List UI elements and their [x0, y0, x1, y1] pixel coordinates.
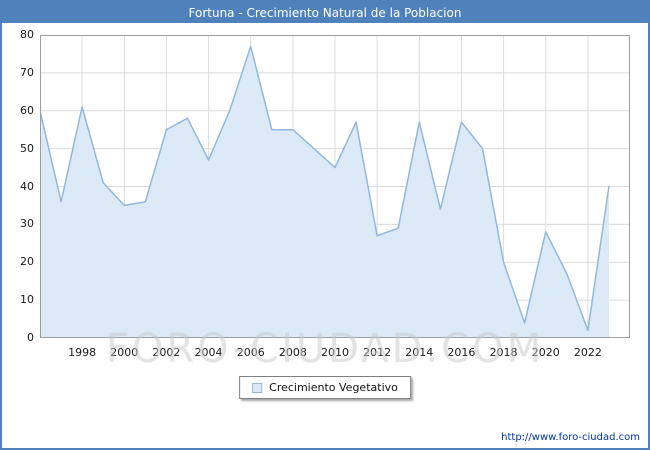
y-tick-label: 80 [20, 28, 34, 41]
chart-title: Fortuna - Crecimiento Natural de la Pobl… [188, 5, 462, 20]
y-tick-label: 70 [20, 65, 34, 79]
y-tick-label: 10 [20, 293, 34, 307]
x-tick-label: 1998 [68, 346, 97, 359]
plot-area [40, 35, 630, 338]
x-tick-label: 2006 [236, 346, 265, 359]
x-tick-label: 2000 [110, 346, 139, 359]
y-tick-label: 20 [20, 255, 34, 269]
x-tick-label: 2016 [447, 346, 476, 359]
x-tick-label: 2008 [278, 346, 307, 359]
chart-title-bar: Fortuna - Crecimiento Natural de la Pobl… [2, 2, 648, 23]
legend-label: Crecimiento Vegetativo [269, 381, 398, 394]
legend-box: Crecimiento Vegetativo [239, 376, 411, 399]
y-tick-label: 0 [27, 331, 34, 344]
x-tick-label: 2012 [363, 346, 392, 359]
x-tick-label: 2002 [152, 346, 181, 359]
footer-url-link[interactable]: http://www.foro-ciudad.com [501, 432, 640, 443]
x-tick-label: 2020 [531, 346, 560, 359]
x-tick-label: 2014 [405, 346, 434, 359]
y-tick-label: 50 [20, 141, 34, 155]
x-tick-label: 2022 [573, 346, 602, 359]
x-tick-label: 2004 [194, 346, 223, 359]
y-tick-label: 60 [20, 103, 34, 117]
y-tick-label: 40 [20, 179, 34, 193]
legend-swatch-icon [252, 382, 263, 393]
x-tick-label: 2010 [321, 346, 349, 359]
x-tick-label: 2018 [489, 346, 518, 359]
y-tick-label: 30 [20, 217, 34, 231]
